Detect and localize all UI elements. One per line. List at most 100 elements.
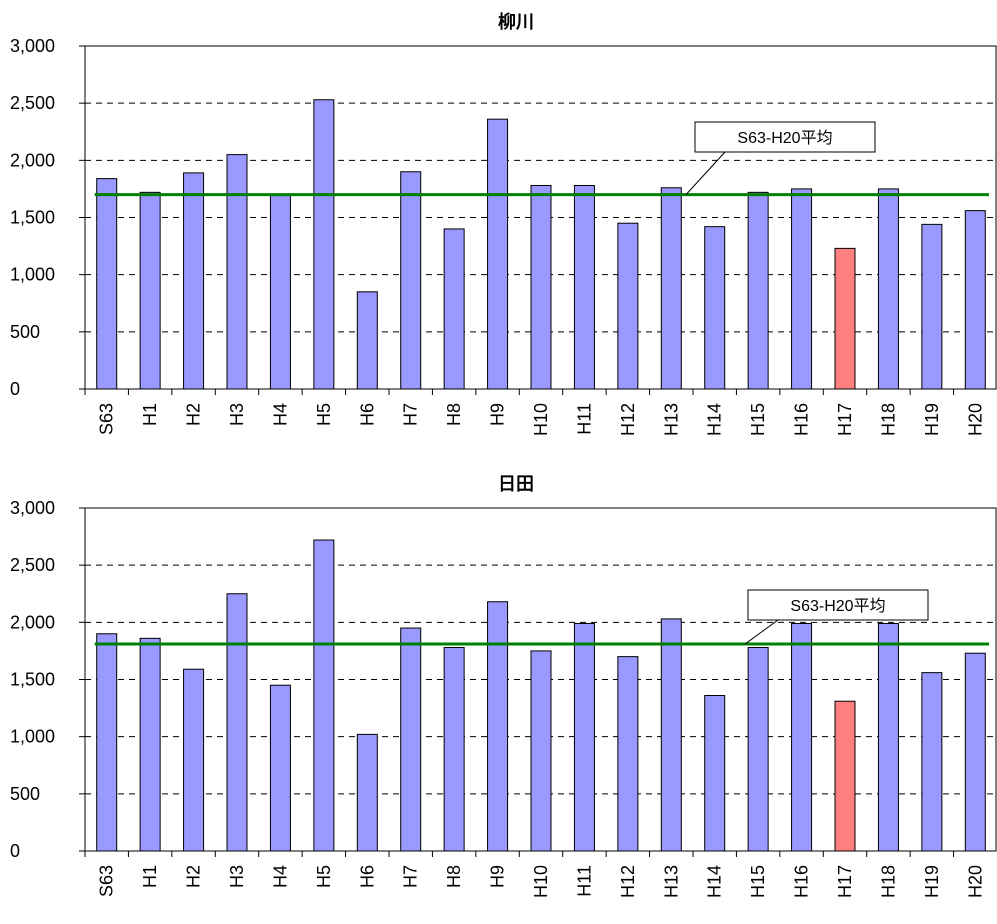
chart-1-bar <box>791 622 813 852</box>
chart-1-bar <box>139 637 161 852</box>
chart-0-bar <box>183 172 205 390</box>
chart-0-bar <box>877 188 899 390</box>
chart-1-average-callout-label: S63-H20平均 <box>790 597 885 615</box>
chart-0-xtick-label: S63 <box>97 403 117 435</box>
chart-1-ytick-label: 2,500 <box>10 555 55 575</box>
chart-0-xtick-label: H7 <box>401 403 421 426</box>
chart-0-bar <box>313 99 335 390</box>
chart-1-ytick-label: 1,500 <box>10 670 55 690</box>
chart-1-ytick-label: 1,000 <box>10 727 55 747</box>
chart-1-xtick-label: H9 <box>488 865 508 888</box>
chart-1-xtick-label: S63 <box>97 865 117 897</box>
chart-hita: 日田 0 500 1,000 1,500 2,000 2,500 3,000 S63 H1 H2 H3… <box>10 474 997 898</box>
chart-0-ytick-label: 1,000 <box>10 265 55 285</box>
chart-0-bar <box>487 118 509 390</box>
chart-0-xtick-label: H6 <box>357 403 377 426</box>
chart-1-xtick-label: H11 <box>574 865 594 897</box>
chart-0-bar <box>747 191 769 390</box>
chart-1-xtick-label: H6 <box>357 865 377 888</box>
chart-0-xtick-label: H1 <box>140 403 160 426</box>
chart-0-xtick-label: H11 <box>574 403 594 435</box>
chart-1-bar <box>96 633 118 852</box>
chart-1-bar <box>573 622 595 852</box>
chart-1-xtick-label: H1 <box>140 865 160 888</box>
chart-1-bar <box>921 672 943 852</box>
chart-0-ytick-label: 0 <box>10 379 20 399</box>
chart-1-xtick-label: H17 <box>835 865 855 898</box>
chart-0-ytick-label: 3,000 <box>10 36 55 56</box>
chart-yanagawa: 柳川 0 500 1,000 1,500 2,000 2,500 3,000 S63 H1 H2 H3… <box>10 11 997 436</box>
chart-0-bar <box>834 247 856 390</box>
chart-0-xtick-label: H18 <box>878 403 898 436</box>
chart-1-bar <box>356 733 378 852</box>
chart-0-bar <box>660 187 682 390</box>
chart-1-xtick-label: H18 <box>878 865 898 898</box>
chart-1-bar <box>183 668 205 852</box>
chart-1-bar <box>964 652 986 852</box>
chart-0-xtick-label: H13 <box>661 403 681 436</box>
chart-0-xtick-label: H14 <box>705 403 725 436</box>
chart-0-bar <box>269 194 291 390</box>
chart-1-bar <box>660 618 682 852</box>
chart-0-bar <box>443 228 465 390</box>
chart-0-bar <box>400 171 422 390</box>
chart-1-bar <box>747 646 769 852</box>
chart-0-xtick-label: H16 <box>792 403 812 436</box>
chart-1-ytick-label: 500 <box>10 784 40 804</box>
chart-1-xtick-label: H7 <box>401 865 421 888</box>
chart-1-xtick-label: H16 <box>792 865 812 898</box>
chart-1-xtick-label: H20 <box>965 865 985 898</box>
chart-0-bar <box>964 210 986 390</box>
chart-1-ytick-label: 0 <box>10 841 20 861</box>
chart-1-ytick-label: 2,000 <box>10 612 55 632</box>
chart-1-bar <box>834 700 856 852</box>
chart-1-xtick-label: H5 <box>314 865 334 888</box>
chart-0-bar <box>921 223 943 390</box>
chart-1-ytick-label: 3,000 <box>10 498 55 518</box>
chart-1-average-leader <box>744 619 779 645</box>
chart-1-title: 日田 <box>498 474 534 494</box>
chart-0-bar <box>704 226 726 390</box>
chart-1-bar <box>877 622 899 852</box>
chart-0-bar <box>96 178 118 390</box>
chart-0-bar <box>617 222 639 390</box>
chart-0-average-callout-label: S63-H20平均 <box>737 129 832 147</box>
chart-1-bar <box>617 656 639 852</box>
chart-0-xtick-label: H15 <box>748 403 768 436</box>
chart-0-ytick-label: 2,000 <box>10 150 55 170</box>
chart-1-xtick-label: H8 <box>444 865 464 888</box>
chart-0-ytick-label: 500 <box>10 322 40 342</box>
chart-1-xtick-label: H10 <box>531 865 551 898</box>
chart-0-xtick-label: H3 <box>227 403 247 426</box>
chart-1-xtick-label: H2 <box>184 865 204 888</box>
chart-1-bar <box>313 539 335 852</box>
chart-1-xtick-label: H12 <box>618 865 638 898</box>
chart-0-ytick-label: 1,500 <box>10 208 55 228</box>
chart-0-bar <box>356 291 378 390</box>
chart-0-ytick-label: 2,500 <box>10 93 55 113</box>
chart-1-bar <box>704 695 726 852</box>
chart-1-bar <box>269 684 291 852</box>
chart-0-xtick-label: H20 <box>965 403 985 436</box>
chart-0-bar <box>139 191 161 390</box>
chart-0-bar <box>573 184 595 390</box>
chart-0-title: 柳川 <box>498 11 534 32</box>
chart-1-bar <box>487 601 509 852</box>
chart-1-bar <box>443 646 465 852</box>
chart-0-xtick-label: H9 <box>488 403 508 426</box>
chart-0-xtick-label: H19 <box>922 403 942 436</box>
chart-1-xtick-label: H15 <box>748 865 768 898</box>
chart-1-xtick-label: H19 <box>922 865 942 898</box>
chart-0-average-leader <box>685 151 726 195</box>
chart-0-xtick-label: H4 <box>270 403 290 426</box>
chart-0-xtick-label: H10 <box>531 403 551 436</box>
chart-1-average-callout-box <box>747 589 929 621</box>
chart-0-average-callout-box <box>694 121 876 153</box>
chart-1-bar <box>400 627 422 852</box>
chart-1-xtick-label: H14 <box>705 865 725 898</box>
chart-0-xtick-label: H2 <box>184 403 204 426</box>
chart-0-bar <box>530 184 552 390</box>
chart-1-xtick-label: H3 <box>227 865 247 888</box>
chart-0-bar <box>226 154 248 390</box>
chart-0-xtick-label: H5 <box>314 403 334 426</box>
